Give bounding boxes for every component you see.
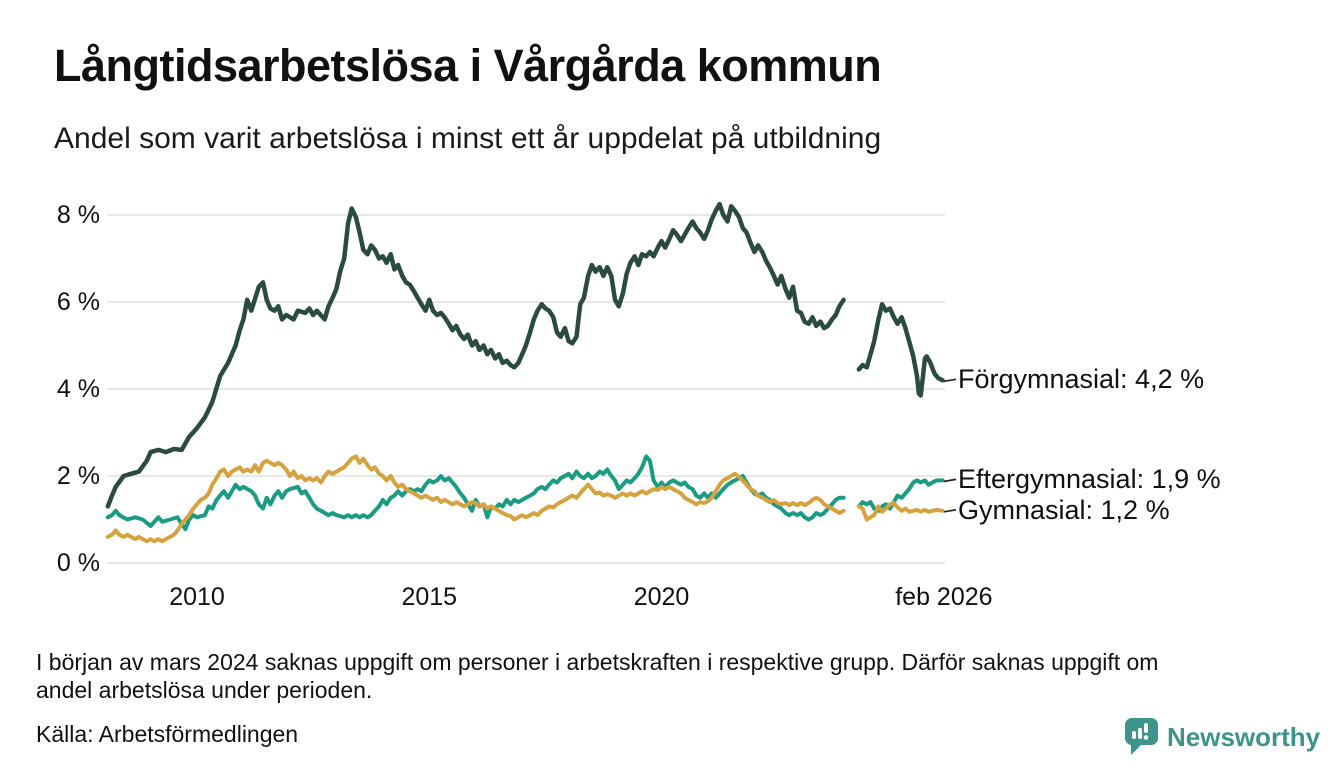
y-tick-label: 0 % [56, 549, 100, 577]
footnote-line-1: I början av mars 2024 saknas uppgift om … [36, 649, 1159, 675]
page-subtitle: Andel som varit arbetslösa i minst ett å… [54, 122, 882, 155]
y-tick-label: 6 % [56, 288, 100, 316]
series-end-label-förgymnasial: Förgymnasial: 4,2 % [958, 364, 1205, 395]
leader-dash-förgymnasial [943, 378, 957, 383]
x-tick-label: feb 2026 [895, 583, 993, 611]
series-end-label-eftergymnasial: Eftergymnasial: 1,9 % [958, 464, 1221, 495]
y-tick-label: 4 % [56, 375, 100, 403]
x-tick-label: 2020 [633, 583, 690, 611]
y-tick-label: 8 % [56, 201, 100, 229]
series-line-eftergymnasial [856, 478, 945, 513]
series-line-eftergymnasial [105, 454, 846, 532]
footnote: I början av mars 2024 saknas uppgift om … [36, 648, 1316, 704]
series-end-label-gymnasial: Gymnasial: 1,2 % [958, 494, 1170, 525]
series-line-gymnasial [105, 454, 846, 544]
x-tick-label: 2015 [401, 583, 458, 611]
source-note: Källa: Arbetsförmedlingen [36, 721, 299, 747]
newsworthy-wordmark: Newsworthy [1167, 721, 1321, 752]
series-line-gymnasial [856, 501, 945, 522]
leader-dash-eftergymnasial [943, 478, 957, 483]
speech-bubble-bar-chart-icon [1124, 718, 1158, 755]
page-title: Långtidsarbetslösa i Vårgårda kommun [54, 40, 882, 91]
newsworthy-logo: Newsworthy [1124, 717, 1320, 757]
series-line-förgymnasial [856, 301, 945, 398]
leader-dash-gymnasial [943, 508, 957, 513]
series-line-förgymnasial [105, 201, 846, 509]
footnote-line-2: andel arbetslösa under perioden. [36, 677, 373, 703]
x-tick-label: 2010 [169, 583, 225, 611]
y-tick-label: 2 % [56, 462, 100, 490]
